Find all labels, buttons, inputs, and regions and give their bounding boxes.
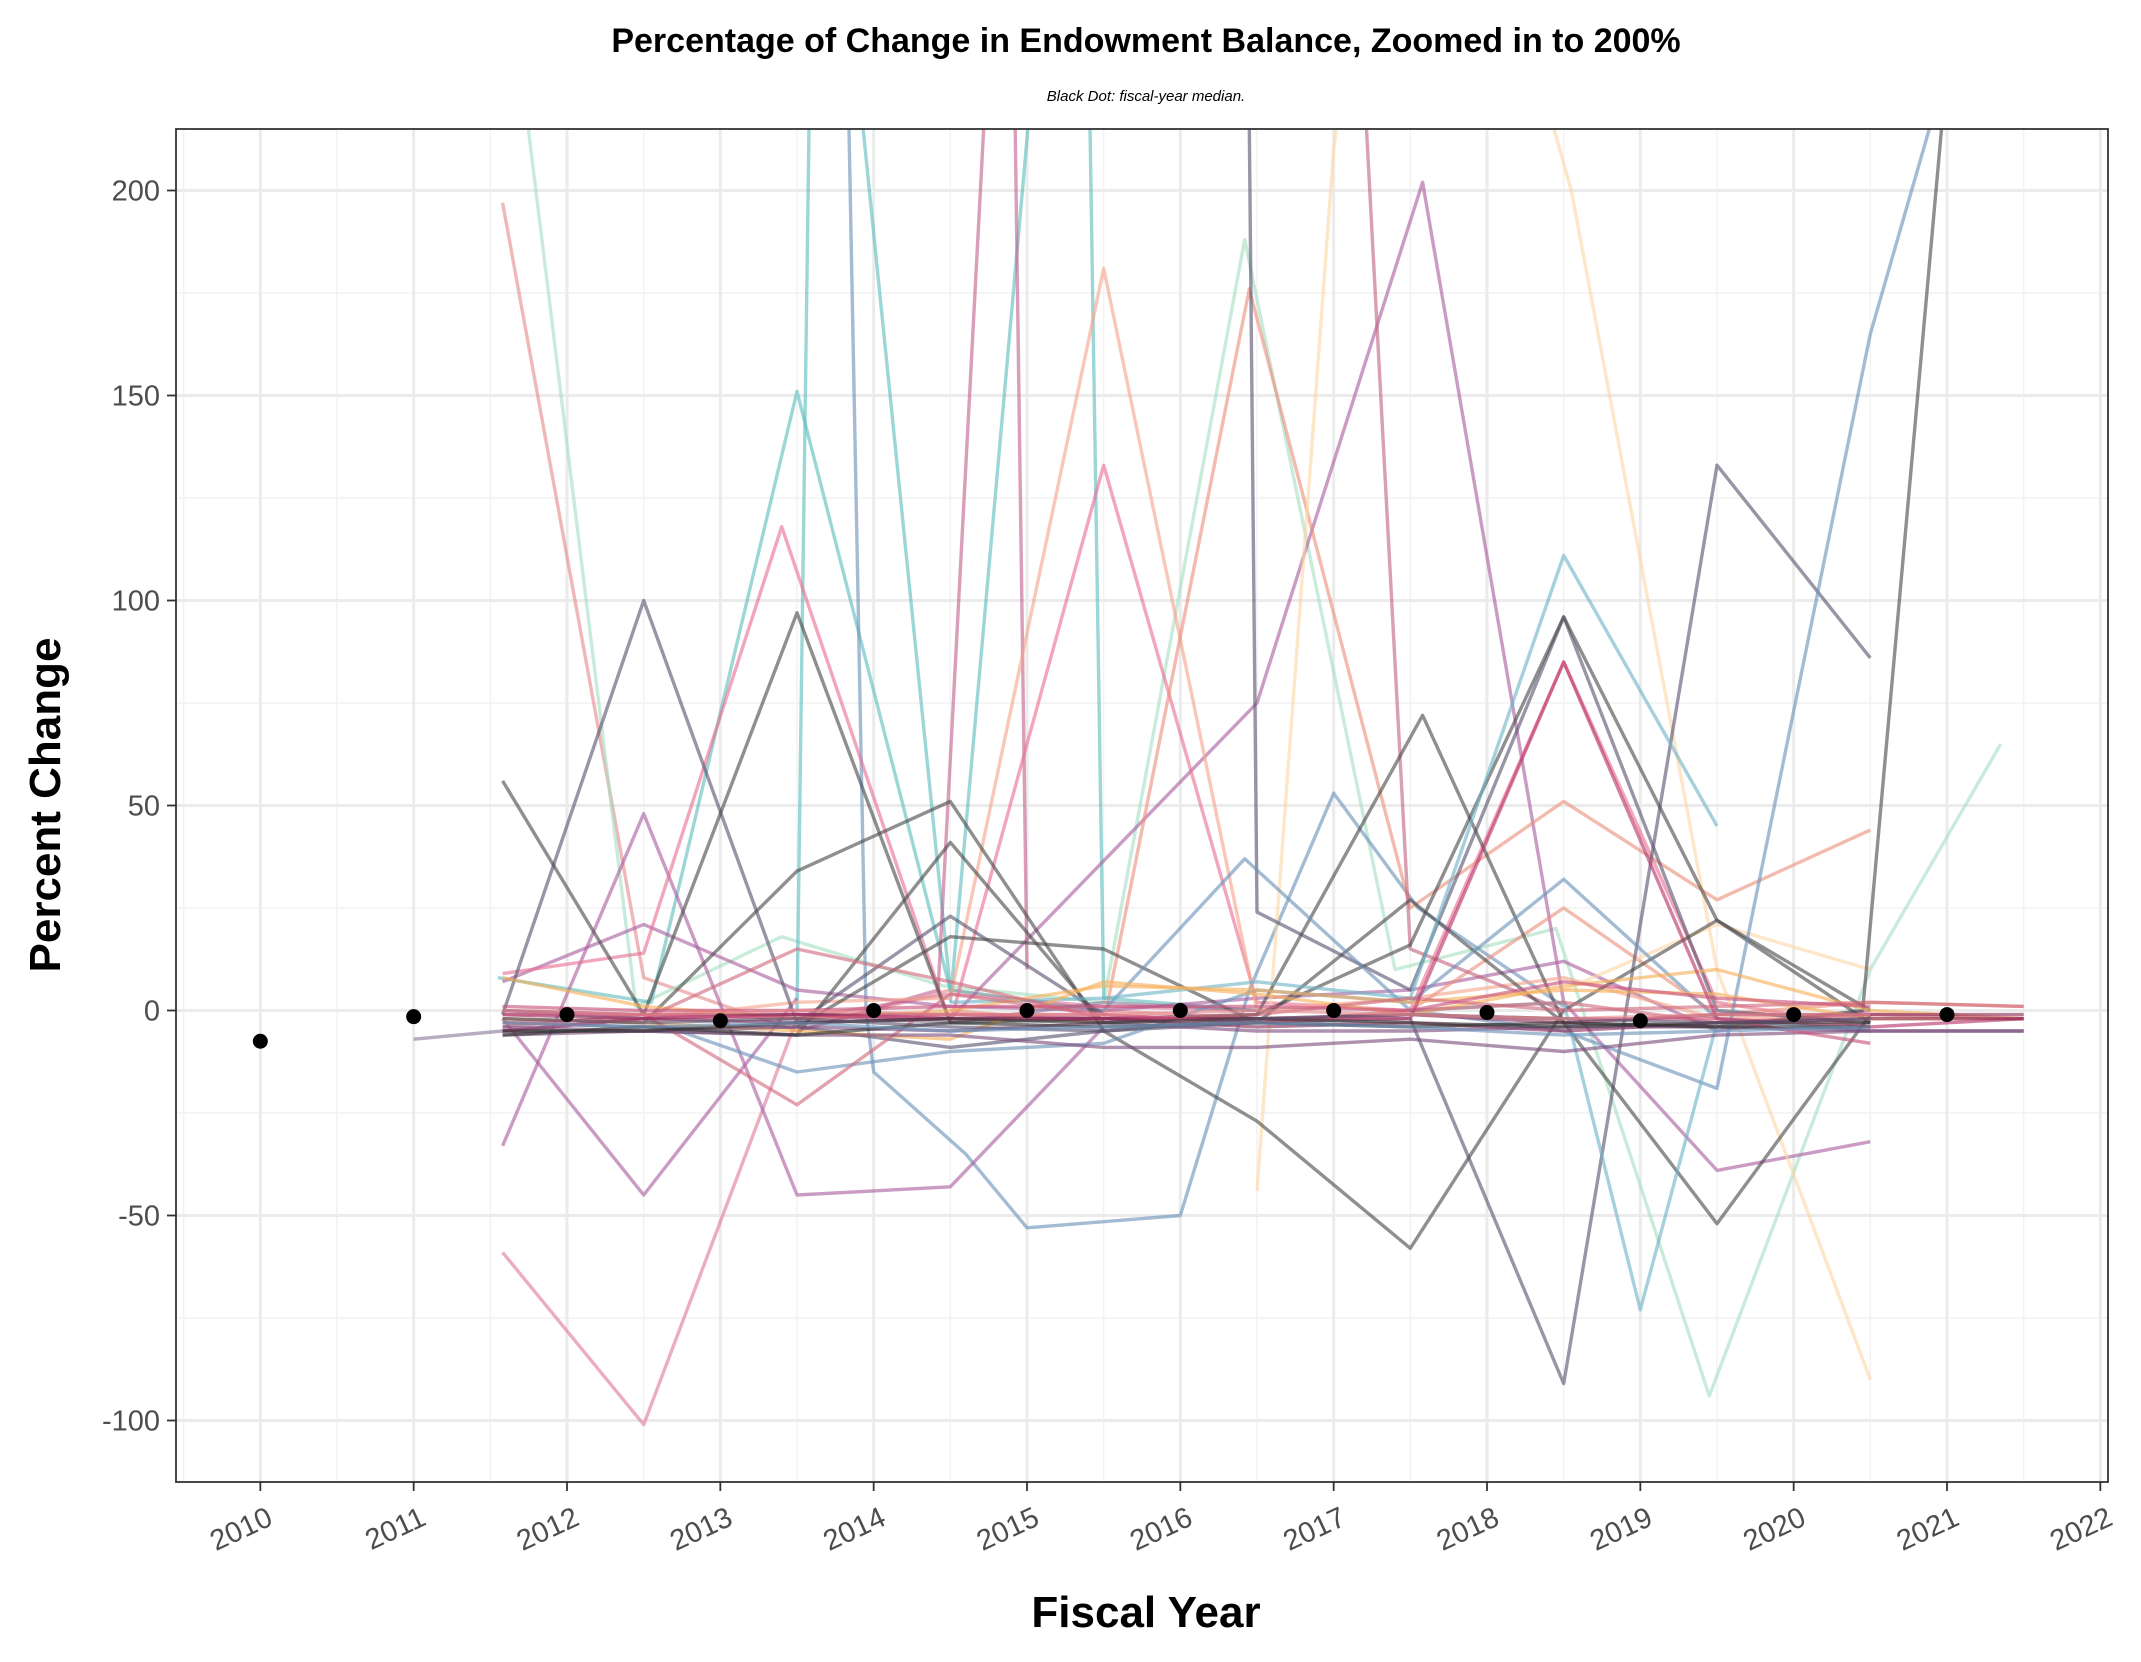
median-point: [1019, 1003, 1035, 1018]
series-line: [950, 553, 1719, 1004]
y-tick-label: 50: [128, 791, 160, 823]
series-line: [526, 129, 2003, 1398]
median-point: [1172, 1003, 1188, 1018]
x-axis-title: Fiscal Year: [1031, 1588, 1260, 1637]
y-axis: -100 -50 0 50 100 150 200: [102, 176, 176, 1438]
median-point: [712, 1013, 728, 1029]
chart-title: Percentage of Change in Endowment Balanc…: [611, 22, 1680, 60]
median-point: [559, 1007, 575, 1023]
series-line: [502, 463, 1871, 1029]
y-tick-label: -100: [102, 1406, 160, 1438]
chart-subtitle: Black Dot: fiscal-year median.: [1047, 88, 1245, 105]
series-line: [501, 997, 799, 1197]
median-points: [252, 1003, 1955, 1049]
y-tick-label: 200: [112, 176, 160, 208]
median-point: [1479, 1005, 1495, 1021]
series-line: [1552, 129, 1872, 1381]
series-line: [795, 129, 952, 1011]
series-line: [501, 812, 1105, 1197]
median-point: [1939, 1007, 1955, 1023]
median-point: [252, 1033, 268, 1049]
y-tick-label: 0: [144, 996, 160, 1028]
y-tick-label: 150: [112, 381, 160, 413]
median-point: [406, 1009, 422, 1025]
median-point: [866, 1003, 882, 1018]
median-point: [1326, 1003, 1342, 1018]
series-line: [502, 799, 1872, 1251]
y-tick-label: 100: [112, 586, 160, 618]
y-axis-title: Percent Change: [21, 638, 70, 973]
series-line: [1247, 129, 1871, 1025]
y-tick-label: -50: [118, 1201, 160, 1233]
median-point: [1786, 1007, 1802, 1023]
series-line: [1255, 129, 1338, 1192]
series-line: [1563, 922, 1871, 992]
median-point: [1632, 1013, 1648, 1029]
grid-lines: [176, 129, 2108, 1482]
series-line: [502, 947, 2024, 1025]
series-line: [847, 129, 1565, 1230]
